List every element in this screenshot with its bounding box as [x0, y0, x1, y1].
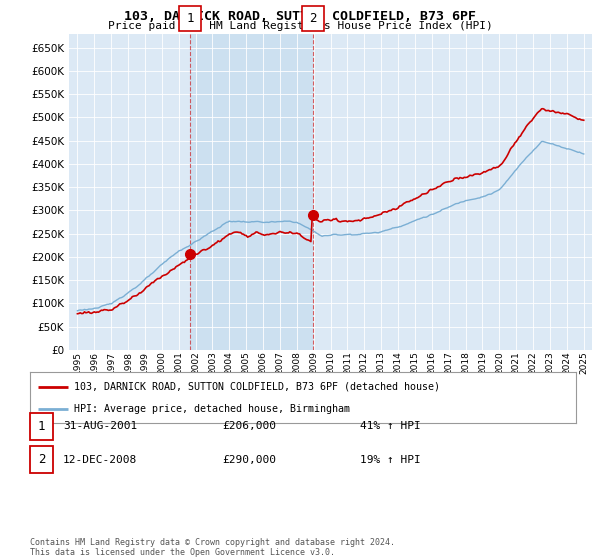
- Text: 41% ↑ HPI: 41% ↑ HPI: [360, 421, 421, 431]
- Text: HPI: Average price, detached house, Birmingham: HPI: Average price, detached house, Birm…: [74, 404, 350, 414]
- Text: 12-DEC-2008: 12-DEC-2008: [63, 455, 137, 465]
- Bar: [190, 34, 313, 350]
- Text: 1: 1: [186, 12, 194, 25]
- Text: 103, DARNICK ROAD, SUTTON COLDFIELD, B73 6PF: 103, DARNICK ROAD, SUTTON COLDFIELD, B73…: [124, 10, 476, 23]
- Text: 2: 2: [38, 453, 45, 466]
- Text: Contains HM Land Registry data © Crown copyright and database right 2024.
This d: Contains HM Land Registry data © Crown c…: [30, 538, 395, 557]
- Text: 31-AUG-2001: 31-AUG-2001: [63, 421, 137, 431]
- Text: 19% ↑ HPI: 19% ↑ HPI: [360, 455, 421, 465]
- Text: 2: 2: [309, 12, 317, 25]
- Text: 103, DARNICK ROAD, SUTTON COLDFIELD, B73 6PF (detached house): 103, DARNICK ROAD, SUTTON COLDFIELD, B73…: [74, 381, 440, 391]
- Text: 1: 1: [38, 419, 45, 433]
- Text: £206,000: £206,000: [222, 421, 276, 431]
- Text: Price paid vs. HM Land Registry's House Price Index (HPI): Price paid vs. HM Land Registry's House …: [107, 21, 493, 31]
- Text: £290,000: £290,000: [222, 455, 276, 465]
